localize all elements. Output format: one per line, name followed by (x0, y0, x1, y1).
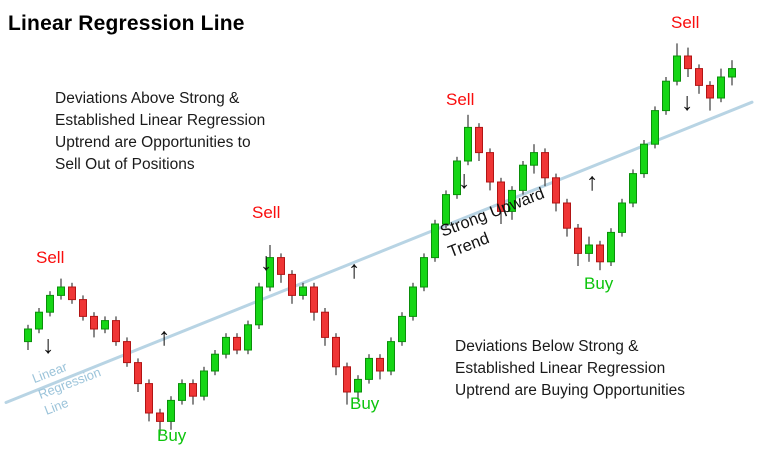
bullish-candle (398, 315, 406, 343)
bullish-candle (299, 286, 307, 296)
bearish-candle (574, 227, 582, 254)
bullish-candle (57, 286, 65, 296)
bullish-candle (420, 257, 428, 288)
bearish-candle (90, 315, 98, 330)
bearish-candle (541, 152, 549, 179)
bullish-candle (442, 194, 450, 225)
sell-marker-3: Sell (446, 90, 475, 109)
up-arrow-icon: ↑ (586, 168, 599, 196)
bearish-candle (376, 357, 384, 372)
buy-marker-2: Buy (350, 394, 380, 413)
bullish-candle (222, 336, 230, 355)
bullish-candle (354, 378, 362, 393)
buy-marker-1: Buy (157, 426, 187, 445)
bullish-candle (101, 320, 109, 330)
bullish-candle (508, 189, 516, 212)
bearish-candle (288, 273, 296, 296)
bearish-candle (343, 366, 351, 393)
bullish-candle (662, 80, 670, 112)
bearish-candle (112, 320, 120, 343)
bullish-candle (519, 164, 527, 191)
bearish-candle (156, 412, 164, 422)
bullish-candle (629, 173, 637, 204)
bearish-candle (79, 299, 87, 317)
deviations-above-note: Deviations Above Strong & Established Li… (55, 90, 266, 173)
bullish-candle (200, 370, 208, 397)
bearish-candle (332, 336, 340, 368)
sell-marker-1: Sell (36, 248, 65, 267)
bearish-candle (486, 152, 494, 183)
bearish-candle (189, 383, 197, 397)
deviations-below-note: Deviations Below Strong & Established Li… (455, 338, 686, 399)
bullish-candle (387, 341, 395, 372)
bullish-candle (607, 231, 615, 263)
up-arrow-icon: ↑ (158, 323, 171, 351)
bullish-candle (585, 244, 593, 254)
bullish-candle (453, 160, 461, 196)
bullish-candle (244, 324, 252, 351)
bullish-candle (178, 383, 186, 401)
bearish-candle (68, 286, 76, 301)
up-arrow-icon: ↑ (348, 256, 361, 284)
bullish-candle (464, 126, 472, 162)
bearish-candle (321, 311, 329, 338)
bearish-candle (684, 55, 692, 70)
buy-marker-3: Buy (584, 274, 614, 293)
down-arrow-icon: ↓ (458, 166, 471, 194)
bullish-candle (167, 399, 175, 422)
bearish-candle (123, 341, 131, 364)
sell-marker-2: Sell (252, 203, 281, 222)
bullish-candle (365, 357, 373, 380)
bearish-candle (277, 257, 285, 275)
bullish-candle (673, 55, 681, 82)
bullish-candle (409, 286, 417, 317)
bearish-candle (233, 336, 241, 351)
bullish-candle (728, 68, 736, 78)
bullish-candle (651, 110, 659, 145)
bearish-candle (475, 126, 483, 154)
bearish-candle (134, 362, 142, 385)
bullish-candle (24, 328, 32, 343)
bullish-candle (46, 294, 54, 313)
bullish-candle (431, 223, 439, 259)
page-title: Linear Regression Line (8, 12, 245, 35)
bearish-candle (145, 383, 153, 414)
bearish-candle (596, 244, 604, 263)
bullish-candle (640, 143, 648, 175)
bearish-candle (552, 177, 560, 204)
down-arrow-icon: ↓ (42, 331, 55, 359)
bullish-candle (530, 152, 538, 166)
bullish-candle (35, 311, 43, 330)
bullish-candle (211, 353, 219, 372)
bullish-candle (618, 202, 626, 233)
bullish-candle (255, 286, 263, 326)
down-arrow-icon: ↓ (681, 88, 694, 116)
bearish-candle (706, 84, 714, 99)
bearish-candle (497, 181, 505, 212)
bearish-candle (695, 68, 703, 86)
down-arrow-icon: ↓ (260, 248, 273, 276)
bearish-candle (563, 202, 571, 229)
bullish-candle (717, 76, 725, 99)
bearish-candle (310, 286, 318, 313)
sell-marker-4: Sell (671, 13, 700, 32)
bullish-candle (266, 257, 274, 288)
